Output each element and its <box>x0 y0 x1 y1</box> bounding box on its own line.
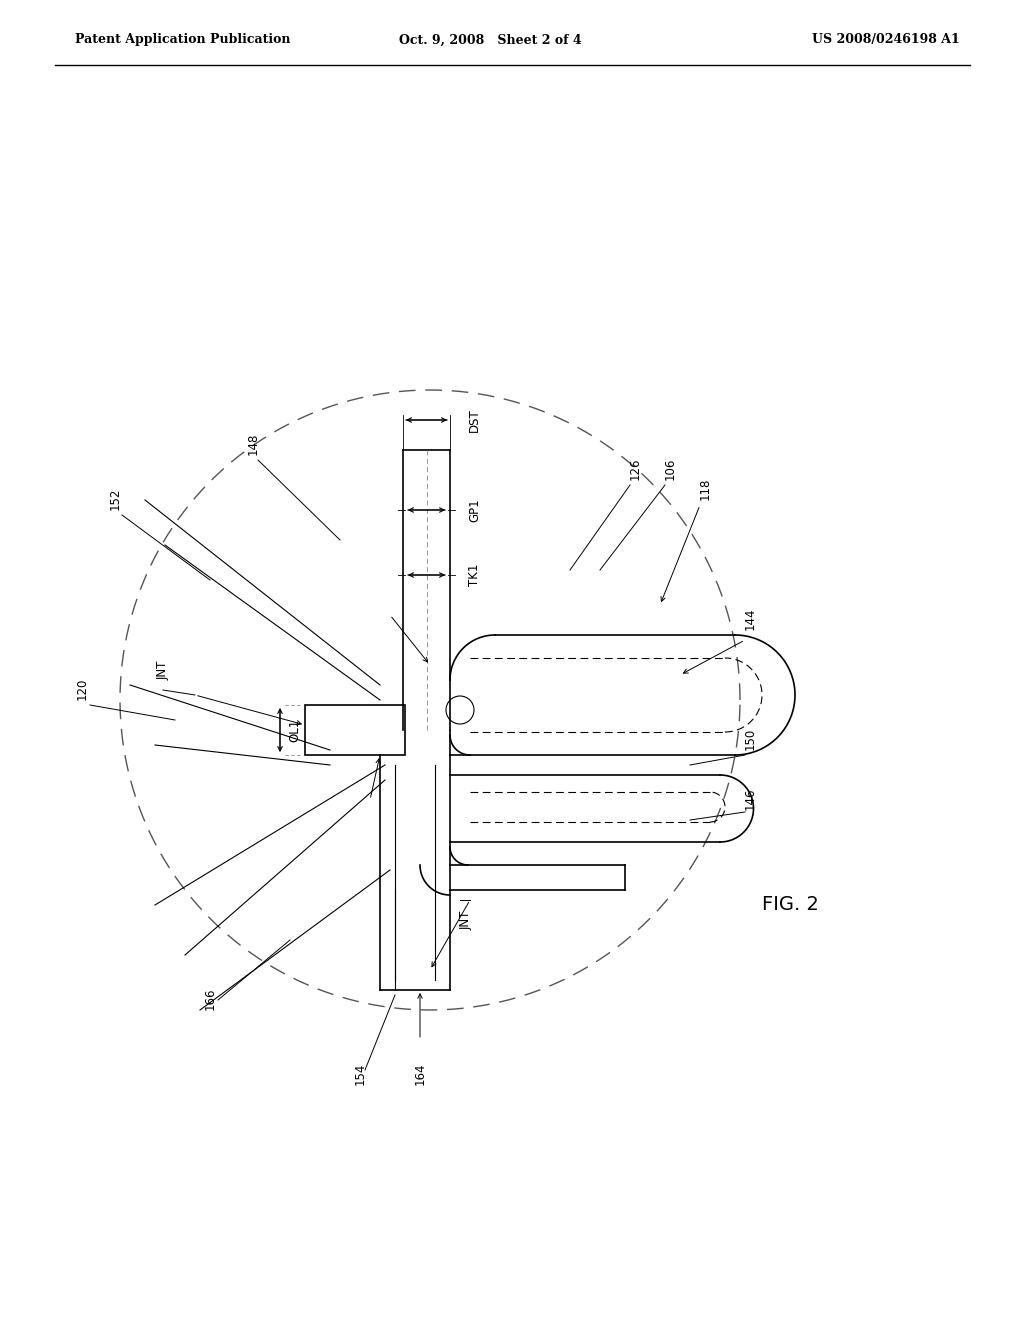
Text: 152: 152 <box>109 487 122 510</box>
Text: JNT: JNT <box>460 911 473 929</box>
Text: JNT: JNT <box>157 660 170 680</box>
Text: 126: 126 <box>629 458 641 480</box>
Text: DST: DST <box>468 408 481 432</box>
Text: GP1: GP1 <box>468 498 481 521</box>
Text: FIG. 2: FIG. 2 <box>762 895 818 915</box>
Text: 164: 164 <box>414 1063 427 1085</box>
Text: 154: 154 <box>353 1063 367 1085</box>
Text: 166: 166 <box>204 987 216 1010</box>
Text: 146: 146 <box>743 788 757 810</box>
Text: TK1: TK1 <box>468 564 481 586</box>
Text: Patent Application Publication: Patent Application Publication <box>75 33 291 46</box>
Text: 106: 106 <box>664 458 677 480</box>
Text: OL1: OL1 <box>288 718 301 742</box>
Text: 118: 118 <box>698 478 712 500</box>
Text: 144: 144 <box>743 607 757 630</box>
Bar <box>305 705 406 755</box>
Text: Oct. 9, 2008   Sheet 2 of 4: Oct. 9, 2008 Sheet 2 of 4 <box>398 33 582 46</box>
Text: 150: 150 <box>743 727 757 750</box>
Text: 120: 120 <box>76 677 88 700</box>
Text: US 2008/0246198 A1: US 2008/0246198 A1 <box>812 33 961 46</box>
Text: 148: 148 <box>247 433 259 455</box>
